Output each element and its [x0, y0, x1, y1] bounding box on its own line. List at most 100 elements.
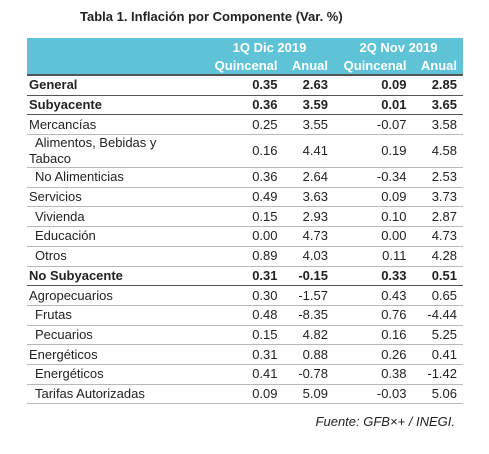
cell-value: 2.53	[412, 167, 463, 188]
row-label: Energéticos	[27, 344, 205, 365]
table-row: Energéticos 0.41 -0.78 0.38 -1.42	[27, 364, 463, 385]
row-label: Mercancías	[27, 114, 205, 136]
table-row: Mercancías 0.25 3.55 -0.07 3.58	[27, 114, 463, 136]
cell-value: 5.09	[283, 384, 334, 405]
cell-value: -8.35	[283, 305, 334, 326]
cell-value: 4.41	[283, 134, 334, 169]
cell-value: 0.36	[205, 95, 284, 116]
subheader: Anual	[283, 56, 334, 75]
cell-value: 0.76	[333, 305, 413, 326]
table-row: Energéticos 0.31 0.88 0.26 0.41	[27, 344, 463, 365]
table-row: No Alimenticias 0.36 2.64 -0.34 2.53	[27, 167, 463, 188]
cell-value: -0.78	[283, 364, 334, 385]
header-group: 2Q Nov 2019	[333, 38, 463, 56]
cell-value: -4.44	[412, 305, 463, 326]
table-row: Pecuarios 0.15 4.82 0.16 5.25	[27, 325, 463, 346]
cell-value: 4.03	[283, 246, 334, 267]
cell-value: 0.15	[205, 206, 284, 228]
cell-value: 2.93	[283, 206, 334, 228]
table-body: General 0.35 2.63 0.09 2.85 Subyacente 0.36 3.5…	[27, 73, 463, 405]
cell-value: 0.09	[333, 187, 413, 208]
source-note: Fuente: GFB×+ / INEGI.	[315, 414, 455, 429]
subheader-row: Quincenal Anual Quincenal Anual	[27, 56, 463, 75]
cell-value: 0.38	[333, 364, 413, 385]
subheader: Quincenal	[333, 56, 413, 75]
row-label: No Alimenticias	[27, 167, 205, 188]
cell-value: 0.15	[205, 325, 284, 346]
table-row: Servicios 0.49 3.63 0.09 3.73	[27, 187, 463, 208]
row-label: Frutas	[27, 305, 205, 326]
cell-value: -0.03	[333, 384, 413, 405]
cell-value: 2.85	[412, 73, 463, 96]
subheader: Anual	[412, 56, 463, 75]
table-row: Subyacente 0.36 3.59 0.01 3.65	[27, 95, 463, 116]
cell-value: 0.00	[205, 226, 284, 247]
header-blank	[27, 56, 205, 75]
table-row: Tarifas Autorizadas 0.09 5.09 -0.03 5.06	[27, 384, 463, 405]
row-label: No Subyacente	[27, 266, 205, 287]
cell-value: 0.10	[333, 206, 413, 228]
cell-value: 0.31	[205, 266, 284, 287]
inflation-table: 1Q Dic 2019 2Q Nov 2019 Quincenal Anual …	[27, 38, 463, 405]
cell-value: 0.31	[205, 344, 284, 365]
table-row: Alimentos, Bebidas y Tabaco 0.16 4.41 0.19 4…	[27, 134, 463, 169]
table-row: Educación 0.00 4.73 0.00 4.73	[27, 226, 463, 247]
row-label: Educación	[27, 226, 205, 247]
table-title: Tabla 1. Inflación por Componente (Var. …	[80, 9, 343, 24]
cell-value: 0.65	[412, 285, 463, 306]
cell-value: 0.48	[205, 305, 284, 326]
cell-value: 0.49	[205, 187, 284, 208]
cell-value: -0.07	[333, 114, 413, 136]
row-label: Subyacente	[27, 95, 205, 116]
row-label: Pecuarios	[27, 325, 205, 346]
cell-value: 5.06	[412, 384, 463, 405]
cell-value: 0.00	[333, 226, 413, 247]
cell-value: 0.09	[333, 73, 413, 96]
cell-value: 0.26	[333, 344, 413, 365]
table-row: Agropecuarios 0.30 -1.57 0.43 0.65	[27, 285, 463, 306]
row-label: Agropecuarios	[27, 285, 205, 306]
table-row: Vivienda 0.15 2.93 0.10 2.87	[27, 206, 463, 228]
cell-value: 5.25	[412, 325, 463, 346]
cell-value: 0.30	[205, 285, 284, 306]
table-row: Frutas 0.48 -8.35 0.76 -4.44	[27, 305, 463, 326]
cell-value: 0.11	[333, 246, 413, 267]
cell-value: 0.89	[205, 246, 284, 267]
table-row: Otros 0.89 4.03 0.11 4.28	[27, 246, 463, 267]
cell-value: 2.64	[283, 167, 334, 188]
cell-value: 2.87	[412, 206, 463, 228]
subheader: Quincenal	[205, 56, 284, 75]
cell-value: 0.36	[205, 167, 284, 188]
cell-value: 0.01	[333, 95, 413, 116]
row-label: Servicios	[27, 187, 205, 208]
cell-value: 3.55	[283, 114, 334, 136]
cell-value: 0.35	[205, 73, 284, 96]
cell-value: 0.25	[205, 114, 284, 136]
cell-value: 3.58	[412, 114, 463, 136]
cell-value: 0.88	[283, 344, 334, 365]
cell-value: -0.34	[333, 167, 413, 188]
row-label: Energéticos	[27, 364, 205, 385]
table-row: No Subyacente 0.31 -0.15 0.33 0.51	[27, 266, 463, 287]
cell-value: 0.41	[205, 364, 284, 385]
cell-value: 0.33	[333, 266, 413, 287]
cell-value: 4.73	[283, 226, 334, 247]
cell-value: 3.73	[412, 187, 463, 208]
cell-value: 4.73	[412, 226, 463, 247]
cell-value: 0.41	[412, 344, 463, 365]
row-label: Vivienda	[27, 206, 205, 228]
cell-value: 0.51	[412, 266, 463, 287]
row-label: Otros	[27, 246, 205, 267]
cell-value: 0.19	[333, 134, 413, 169]
cell-value: 0.43	[333, 285, 413, 306]
cell-value: -1.42	[412, 364, 463, 385]
cell-value: 3.65	[412, 95, 463, 116]
cell-value: 0.09	[205, 384, 284, 405]
row-label: General	[27, 73, 205, 96]
row-label: Tarifas Autorizadas	[27, 384, 205, 405]
header-blank	[27, 38, 205, 56]
cell-value: 2.63	[283, 73, 334, 96]
cell-value: 3.59	[283, 95, 334, 116]
cell-value: -1.57	[283, 285, 334, 306]
